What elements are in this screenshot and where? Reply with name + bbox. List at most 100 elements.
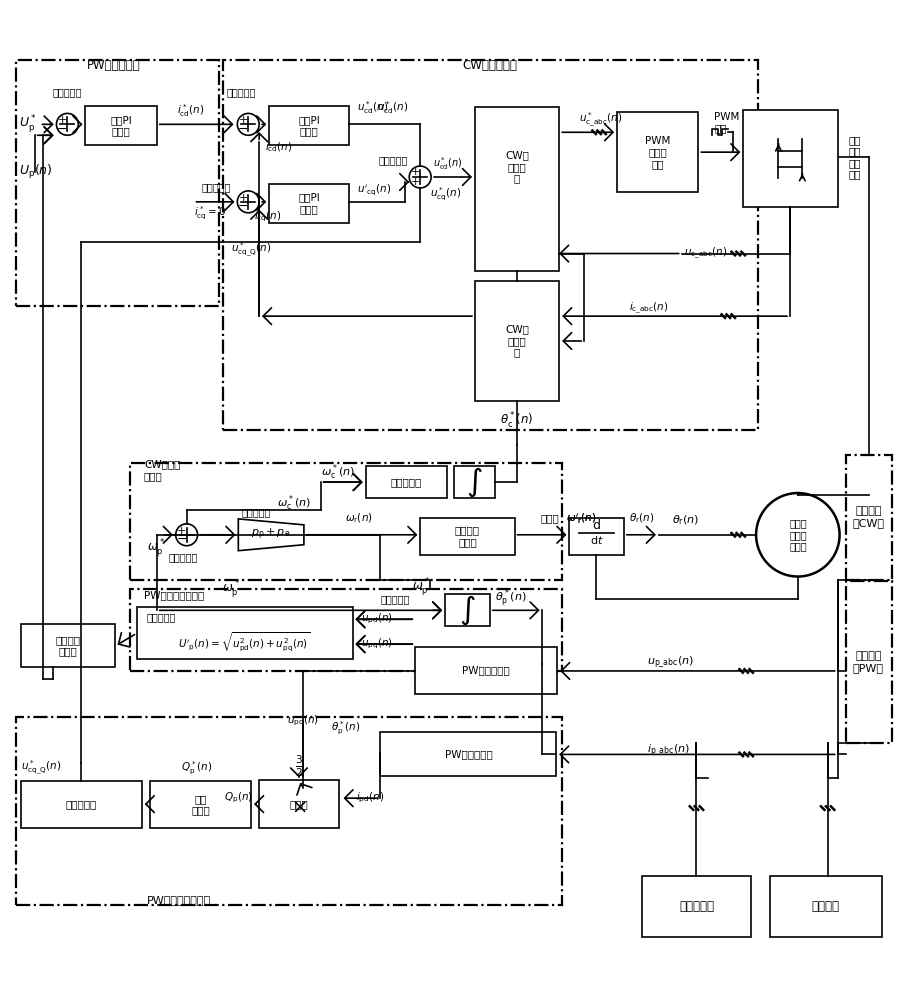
Bar [269,184,349,223]
Text: $p_{\rm p}+p_{\rm e}$: $p_{\rm p}+p_{\rm e}$ [251,527,291,542]
Text: 第二积分器: 第二积分器 [380,594,410,604]
Text: 第一低通
滤波器: 第一低通 滤波器 [455,525,480,547]
Bar [845,581,892,743]
Text: $u_{\rm pd}(n)$: $u_{\rm pd}(n)$ [360,612,393,626]
Bar [86,106,157,145]
Text: $u^*_{{\rm cq\_Q}}(n)$: $u^*_{{\rm cq\_Q}}(n)$ [232,240,272,259]
Text: $U_{\rm p}(n)$: $U_{\rm p}(n)$ [19,163,52,181]
Bar [223,60,758,430]
Bar [137,607,352,659]
Text: $i_{\rm cd}^*(n)$: $i_{\rm cd}^*(n)$ [177,102,205,119]
Text: +: + [411,177,420,187]
Text: 比例放大器: 比例放大器 [241,507,270,517]
Bar [150,781,251,828]
Bar [21,781,142,828]
Text: 谐振控制器: 谐振控制器 [66,800,97,810]
Text: $\times$: $\times$ [291,798,306,817]
Text: CW电
压变换
器: CW电 压变换 器 [505,150,529,184]
Text: ${\rm d}t$: ${\rm d}t$ [590,534,604,546]
Text: +: + [411,167,420,177]
Text: 第一积分器: 第一积分器 [391,477,422,487]
Text: $\omega_{\rm c}^*(n)$: $\omega_{\rm c}^*(n)$ [321,462,355,482]
Text: $\theta_{\rm c}^*(n)$: $\theta_{\rm c}^*(n)$ [500,410,533,431]
Text: −: − [57,123,68,136]
Text: 第二低通
滤波器: 第二低通 滤波器 [55,635,80,656]
Text: 第三PI
控制器: 第三PI 控制器 [298,193,320,214]
Bar [845,455,892,580]
Bar [130,589,562,671]
Text: −: − [177,533,187,546]
Bar [21,624,115,667]
Bar [269,106,349,145]
Text: 第二PI
控制器: 第二PI 控制器 [298,115,320,137]
Circle shape [176,524,197,546]
Text: $u_{\rm cd}^*(n)$: $u_{\rm cd}^*(n)$ [433,156,463,172]
Bar [130,463,562,580]
Text: d: d [593,519,601,532]
Text: $\int$: $\int$ [466,465,483,499]
Bar [454,466,495,498]
Circle shape [756,493,840,577]
Text: PW电压控制器: PW电压控制器 [87,59,141,72]
Text: 无刷双
馈感应
发电机: 无刷双 馈感应 发电机 [789,518,806,551]
Text: $u_{\rm pq}(n)$: $u_{\rm pq}(n)$ [287,713,319,728]
Text: 微分器: 微分器 [541,513,560,523]
Text: $\omega'_{\rm r}(n)$: $\omega'_{\rm r}(n)$ [567,511,596,525]
Text: 第四加法器: 第四加法器 [378,155,408,165]
Bar [15,60,220,306]
Circle shape [237,113,259,135]
Text: $\theta_{\rm r}(n)$: $\theta_{\rm r}(n)$ [629,511,654,525]
Text: PW无功功率补偿器: PW无功功率补偿器 [147,895,211,905]
Bar [770,876,882,937]
Text: $Q_{\rm p}(n)$: $Q_{\rm p}(n)$ [224,791,253,805]
Polygon shape [239,519,304,551]
Text: $\omega_{\rm p}^*$: $\omega_{\rm p}^*$ [412,576,430,598]
Text: PWM
信号: PWM 信号 [714,112,740,133]
Text: 高通
滤波器: 高通 滤波器 [191,794,210,815]
Text: PWM
信号发
生器: PWM 信号发 生器 [645,136,670,169]
Bar [15,717,562,905]
Text: $u_{\rm cq}^*(n)$: $u_{\rm cq}^*(n)$ [430,185,461,203]
Text: $i_{\rm cq}(n)$: $i_{\rm cq}(n)$ [254,210,282,224]
Text: $\omega_{\rm r}(n)$: $\omega_{\rm r}(n)$ [345,511,372,525]
Text: PW电压幅值计算器: PW电压幅值计算器 [144,590,205,600]
Text: 乘法器: 乘法器 [289,799,308,809]
Bar [415,647,558,694]
Text: 平衡负载: 平衡负载 [812,900,840,913]
Text: 功率绕组
（PW）: 功率绕组 （PW） [853,651,884,673]
Text: $U'_{\rm p}(n)=\sqrt{u^2_{\rm pd}(n)+u^2_{\rm pq}(n)}$: $U'_{\rm p}(n)=\sqrt{u^2_{\rm pd}(n)+u^2… [178,630,310,654]
Text: $u_{\rm cd}^*(n)$: $u_{\rm cd}^*(n)$ [377,99,408,116]
Text: 控制绕组
（CW）: 控制绕组 （CW） [852,506,885,528]
Circle shape [57,113,78,135]
Text: $i_{{\rm p\_abc}}(n)$: $i_{{\rm p\_abc}}(n)$ [647,743,690,758]
Text: −: − [238,123,249,136]
Text: $u^*_{{\rm cq\_Q}}(n)$: $u^*_{{\rm cq\_Q}}(n)$ [21,759,61,777]
Text: 第二加法器: 第二加法器 [226,88,256,98]
Text: $u_{\rm cd}^*(n)$: $u_{\rm cd}^*(n)$ [357,99,387,116]
Text: −: − [238,200,249,213]
Text: $u_{{\rm c\_abc}}(n)$: $u_{{\rm c\_abc}}(n)$ [684,246,727,261]
Text: $\theta_{\rm p}^*(n)$: $\theta_{\rm p}^*(n)$ [331,720,360,737]
Text: 控制
绕组
侧变
流器: 控制 绕组 侧变 流器 [849,135,861,180]
Text: $Q_{\rm p}^*(n)$: $Q_{\rm p}^*(n)$ [181,760,213,777]
Text: $u'_{\rm cq}(n)$: $u'_{\rm cq}(n)$ [357,183,391,197]
Text: PW电压变换器: PW电压变换器 [462,665,510,675]
Text: 幅值计算器: 幅值计算器 [147,612,177,622]
Text: 第三加法器: 第三加法器 [202,182,231,192]
Text: $U_{\rm p}^*$: $U_{\rm p}^*$ [19,113,37,135]
Text: $\theta_{\rm p}^*(n)$: $\theta_{\rm p}^*(n)$ [495,588,526,610]
Text: 第五加法器: 第五加法器 [168,553,198,563]
Text: $i_{{\rm cd}}(n)$: $i_{{\rm cd}}(n)$ [265,140,293,154]
Text: CW变换角
生成器: CW变换角 生成器 [144,459,180,481]
Text: $\omega'_{\rm r}(n)$: $\omega'_{\rm r}(n)$ [567,511,596,525]
Text: $u_{\rm pq}(n)$: $u_{\rm pq}(n)$ [360,637,393,651]
Bar [475,107,560,271]
Text: +: + [239,193,248,203]
Text: $i_{\rm cq}^*=0$: $i_{\rm cq}^*=0$ [194,205,226,222]
Text: $i_{\rm pd}(n)$: $i_{\rm pd}(n)$ [356,791,384,805]
Bar [642,876,751,937]
Bar [617,112,698,192]
Text: $\omega_{\rm c}^*(n)$: $\omega_{\rm c}^*(n)$ [277,493,311,513]
Circle shape [409,166,431,188]
Text: PW电流变换器: PW电流变换器 [444,749,492,759]
